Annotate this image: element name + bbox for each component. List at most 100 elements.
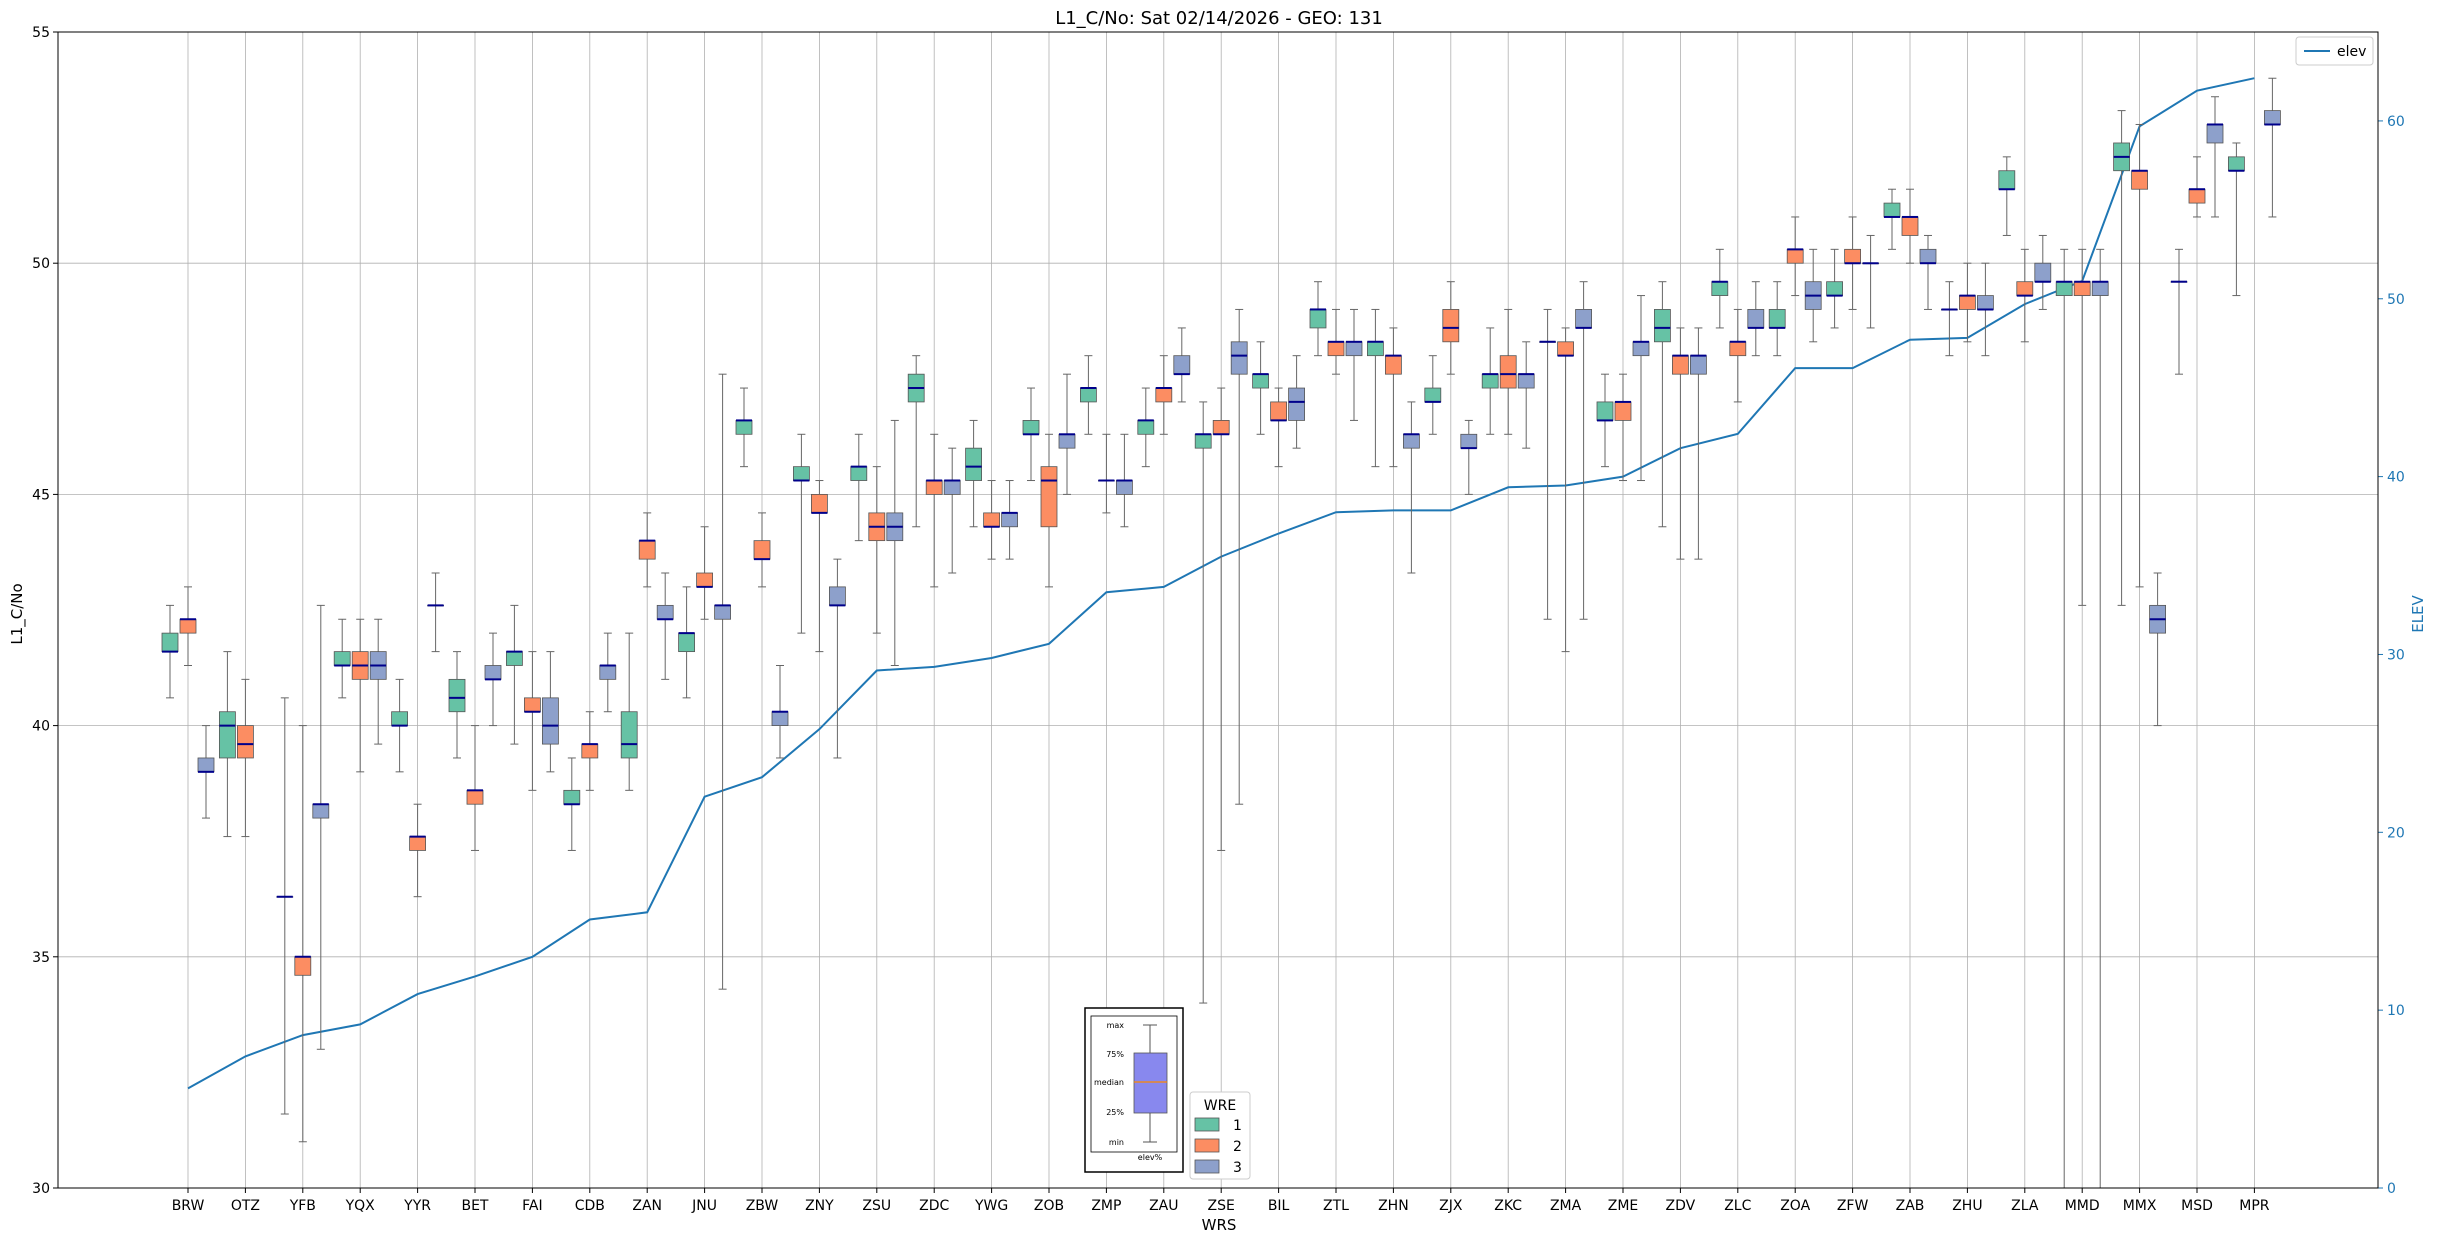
key-box bbox=[1133, 1052, 1168, 1114]
tick-labels: 30 35 40 45 50 55 0 10 20 30 40 50 60 BRW OTZ YFB YQX YYR… bbox=[32, 25, 2405, 1214]
box-ZMP-wre1 bbox=[1080, 355, 1097, 435]
box-iqr bbox=[448, 678, 466, 713]
box-ZBW-wre1 bbox=[735, 387, 753, 468]
box-ZMA-wre1 bbox=[1539, 308, 1556, 620]
x-tick-label: FAI bbox=[522, 1198, 542, 1214]
box-YYR-wre1 bbox=[391, 678, 409, 773]
box-ZTL-wre2 bbox=[1327, 308, 1345, 375]
box-ZJX-wre2 bbox=[1442, 281, 1460, 375]
box-iqr bbox=[1632, 341, 1650, 357]
box-iqr bbox=[1424, 387, 1442, 403]
box-ZLC-wre2 bbox=[1729, 308, 1747, 403]
box-iqr bbox=[1309, 309, 1327, 329]
x-tick-label: YQX bbox=[345, 1198, 376, 1214]
box-ZLA-wre3 bbox=[2034, 234, 2052, 310]
box-OTZ-wre1 bbox=[218, 651, 236, 838]
box-JNU-wre1 bbox=[678, 586, 695, 699]
y2-tick-label: 60 bbox=[2387, 114, 2405, 130]
x-tick-label: ZFW bbox=[1837, 1198, 1869, 1214]
wre-legend-frame bbox=[1189, 1091, 1251, 1180]
wre-legend-label-1: 1 bbox=[1233, 1118, 1242, 1134]
box-ZDC-wre2 bbox=[925, 433, 943, 588]
box-iqr bbox=[2073, 281, 2091, 296]
box-iqr bbox=[1517, 373, 1535, 389]
wre-legend-title: WRE bbox=[1204, 1098, 1236, 1114]
box-iqr bbox=[1460, 433, 1478, 449]
box-iqr bbox=[656, 604, 674, 620]
x-axis-label: WRS bbox=[1202, 1216, 1237, 1234]
box-ZTL-wre1 bbox=[1309, 281, 1327, 357]
box-ZLA-wre2 bbox=[2016, 248, 2034, 343]
box-iqr bbox=[2188, 188, 2206, 204]
box-MMX-wre1 bbox=[2113, 110, 2131, 606]
box-iqr bbox=[1690, 355, 1707, 375]
box-CDB-wre2 bbox=[581, 711, 599, 791]
box-ZMP-wre3 bbox=[1116, 433, 1133, 528]
box-iqr bbox=[1654, 309, 1671, 343]
box-ZMP-wre2 bbox=[1098, 433, 1115, 514]
box-BIL-wre1 bbox=[1252, 341, 1269, 435]
box-ZOB-wre1 bbox=[1022, 387, 1040, 482]
x-tick-label: ZLC bbox=[1724, 1198, 1751, 1214]
y-tick-label: 40 bbox=[32, 719, 50, 735]
box-iqr bbox=[1557, 341, 1574, 357]
box-iqr bbox=[1327, 341, 1345, 357]
box-FAI-wre3 bbox=[542, 651, 559, 773]
box-ZAB-wre2 bbox=[1901, 188, 1919, 264]
box-MPR-wre3 bbox=[2263, 77, 2281, 218]
box-iqr bbox=[1403, 433, 1420, 449]
box-MMX-wre2 bbox=[2131, 123, 2149, 588]
box-iqr bbox=[179, 618, 197, 634]
box-BRW-wre2 bbox=[179, 586, 197, 666]
box-ZSE-wre3 bbox=[1230, 308, 1248, 805]
box-iqr bbox=[1729, 341, 1747, 357]
box-MMD-wre1 bbox=[2055, 248, 2073, 1189]
box-iqr bbox=[1826, 281, 1843, 296]
box-iqr bbox=[753, 540, 771, 560]
box-ZBW-wre2 bbox=[753, 512, 771, 588]
y2-tick-label: 50 bbox=[2387, 292, 2405, 308]
x-tick-label: ZLA bbox=[2011, 1198, 2039, 1214]
box-iqr bbox=[1252, 373, 1269, 389]
key-caption: elev% bbox=[1138, 1153, 1163, 1162]
box-ZAN-wre1 bbox=[620, 632, 638, 791]
x-tick-label: ZSU bbox=[862, 1198, 891, 1214]
box-iqr bbox=[524, 697, 541, 713]
box-ZLC-wre3 bbox=[1747, 281, 1765, 357]
box-ZOB-wre3 bbox=[1058, 373, 1076, 495]
wre-legend-label-2: 2 bbox=[1233, 1139, 1242, 1155]
box-OTZ-wre2 bbox=[236, 678, 254, 838]
box-iqr bbox=[236, 725, 254, 759]
box-iqr bbox=[1367, 341, 1384, 357]
wre-legend: WRE 1 2 3 bbox=[1189, 1091, 1251, 1180]
x-tick-label: ZNY bbox=[805, 1198, 834, 1214]
box-iqr bbox=[2227, 156, 2245, 172]
box-iqr bbox=[563, 789, 581, 805]
key-label-median: median bbox=[1094, 1078, 1124, 1087]
x-tick-label: ZHN bbox=[1378, 1198, 1409, 1214]
x-tick-label: MSD bbox=[2181, 1198, 2213, 1214]
box-iqr bbox=[2263, 110, 2281, 125]
box-BET-wre3 bbox=[484, 632, 502, 727]
box-iqr bbox=[1901, 216, 1919, 236]
box-CDB-wre3 bbox=[599, 632, 617, 713]
box-YYR-wre2 bbox=[409, 803, 427, 898]
box-iqr bbox=[1672, 355, 1689, 375]
box-ZTL-wre3 bbox=[1345, 308, 1363, 421]
box-iqr bbox=[1080, 387, 1097, 403]
box-iqr bbox=[1768, 309, 1786, 329]
x-tick-label: ZME bbox=[1608, 1198, 1639, 1214]
x-tick-label: YYR bbox=[403, 1198, 431, 1214]
box-MPR-wre1 bbox=[2227, 142, 2245, 297]
box-iqr bbox=[771, 711, 789, 727]
box-iqr bbox=[1919, 248, 1937, 264]
box-CDB-wre1 bbox=[563, 757, 581, 851]
box-MMD-wre2 bbox=[2073, 248, 2091, 606]
box-YFB-wre2 bbox=[294, 725, 312, 1143]
box-iqr bbox=[1137, 420, 1155, 435]
y-tick-label: 30 bbox=[32, 1181, 50, 1197]
box-iqr bbox=[678, 632, 695, 653]
chart-title: L1_C/No: Sat 02/14/2026 - GEO: 131 bbox=[1055, 8, 1383, 29]
box-iqr bbox=[294, 956, 312, 976]
box-iqr bbox=[943, 480, 961, 495]
